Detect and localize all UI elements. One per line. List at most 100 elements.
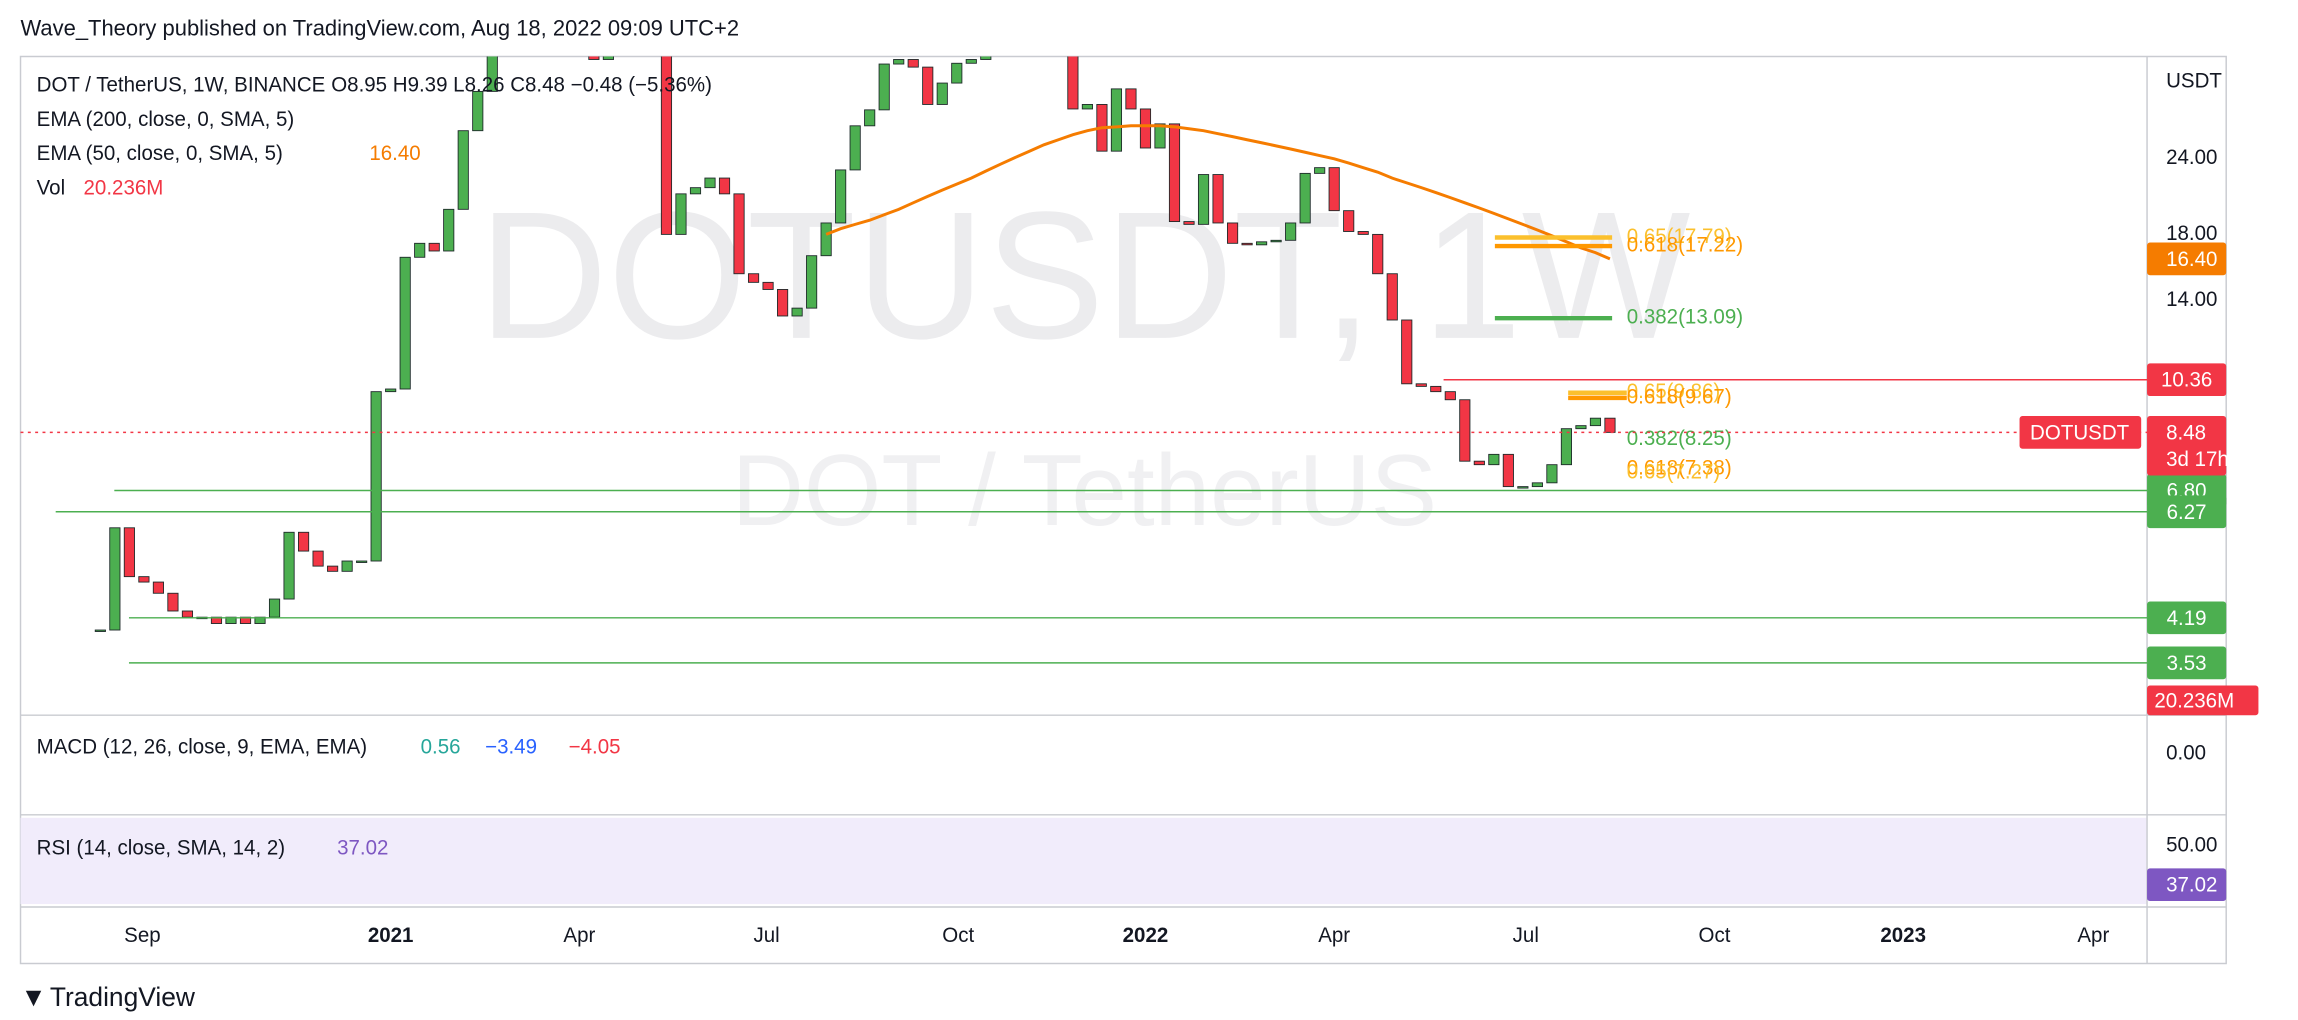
candle (980, 56, 992, 60)
candle (660, 56, 673, 235)
level-label: 4.19 (2167, 607, 2207, 630)
candle (1604, 417, 1616, 433)
indicator-label: Vol (37, 176, 66, 199)
candle (806, 255, 818, 309)
candle (718, 177, 731, 195)
level-label: 3.53 (2167, 652, 2207, 675)
candle (965, 59, 977, 64)
candle (936, 82, 948, 105)
level-badge (2147, 363, 2227, 397)
candle (457, 130, 469, 210)
x-tick-label: Oct (942, 924, 974, 947)
indicator-value: 16.40 (369, 142, 420, 165)
candle (747, 273, 760, 283)
candle (1285, 222, 1297, 241)
level-badge (2147, 646, 2227, 680)
rsi-tick: 50.00 (2166, 833, 2217, 856)
candle (820, 222, 832, 257)
candle (109, 527, 121, 631)
brand: TradingView (50, 982, 196, 1012)
candle (878, 63, 890, 111)
vol-badge (2147, 685, 2259, 716)
candle (138, 576, 150, 583)
candle (864, 109, 876, 127)
candle (1401, 319, 1413, 385)
y-unit: USDT (2166, 69, 2222, 92)
candle (733, 193, 745, 275)
candle (1168, 123, 1181, 223)
price-symbol: DOTUSDT (2030, 421, 2129, 444)
candle (1575, 425, 1587, 430)
candle (777, 289, 789, 317)
x-tick-label: 2022 (1123, 924, 1169, 947)
candle (327, 565, 339, 572)
candle (602, 56, 614, 60)
candle (385, 388, 397, 393)
rsi-label: RSI (14, close, SMA, 14, 2) (37, 836, 285, 859)
fib-label: 0.618(7.38) (1627, 456, 1732, 479)
fib-label: 0.618(17.22) (1627, 233, 1743, 256)
candle (1386, 273, 1398, 321)
macd-value: 0.56 (421, 735, 461, 758)
candle (356, 560, 368, 563)
candle (1256, 241, 1268, 246)
candle (1502, 453, 1514, 488)
candle (1517, 486, 1529, 489)
candle (689, 187, 702, 195)
ema-badge (2147, 242, 2227, 276)
candle (283, 531, 295, 600)
publisher: Wave_Theory published on TradingView.com… (21, 15, 740, 40)
candle (428, 242, 440, 252)
macd-tick: 0.00 (2166, 741, 2206, 764)
candle (762, 281, 774, 290)
candle (312, 550, 324, 567)
candle (1589, 417, 1602, 427)
candle (1081, 104, 1093, 110)
level-badge (2147, 495, 2227, 529)
candle (922, 66, 934, 105)
vol-badge-label: 20.236M (2154, 689, 2234, 712)
candle (94, 629, 106, 632)
ohlc: O8.95 H9.39 L8.26 C8.48 −0.48 (−5.36%) (331, 74, 712, 97)
candle (907, 59, 919, 68)
ema-badge-label: 16.40 (2166, 248, 2217, 271)
x-tick-label: Oct (1699, 924, 1731, 947)
candle (1473, 460, 1485, 466)
candle (1459, 399, 1471, 462)
candle (1110, 88, 1123, 152)
macd-value: −4.05 (569, 735, 621, 758)
candle (1183, 221, 1195, 225)
x-tick-label: Apr (1318, 924, 1350, 947)
x-tick-label: Jul (754, 924, 780, 947)
candle (1270, 239, 1282, 243)
candle (893, 59, 905, 65)
candle (414, 242, 426, 258)
candle (835, 169, 847, 224)
candle (951, 62, 963, 84)
candle (181, 610, 194, 618)
candle (1299, 172, 1311, 224)
candle (1197, 174, 1210, 225)
candle (588, 56, 600, 60)
candle (1125, 88, 1137, 110)
level-badge (2147, 601, 2227, 635)
fib-label: 0.65(17.79) (1627, 225, 1732, 248)
candle (1357, 231, 1369, 235)
candle (1154, 123, 1166, 149)
candle (1226, 222, 1239, 244)
brand: ▼ (21, 982, 47, 1012)
candle (1488, 453, 1500, 466)
price-badge (2019, 416, 2142, 449)
macd-label: MACD (12, 26, close, 9, EMA, EMA) (37, 735, 367, 758)
candle (675, 193, 687, 235)
y-tick-label: 18.00 (2166, 222, 2217, 245)
x-tick-label: 2021 (368, 924, 414, 947)
fib-label: 0.65(7.27) (1627, 460, 1720, 483)
candle (1241, 242, 1253, 246)
main-pane (94, 56, 1616, 632)
candle (152, 581, 164, 594)
symbol: DOT / TetherUS, 1W, BINANCE (37, 74, 326, 97)
candle (298, 531, 310, 552)
price-badge (2147, 416, 2227, 476)
